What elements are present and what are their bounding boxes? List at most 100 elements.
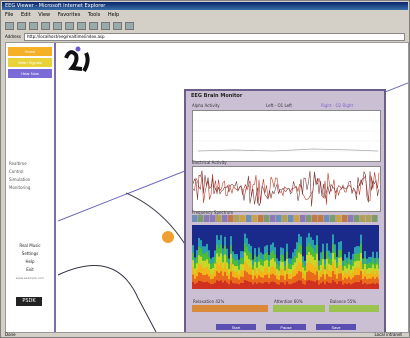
spectro-cell <box>294 282 296 289</box>
spectro-cell <box>336 278 338 284</box>
spectro-cell <box>340 273 342 282</box>
spectro-cell <box>230 262 232 272</box>
nav-hear-now-button[interactable]: Hear Now <box>8 69 52 78</box>
spectro-cell <box>216 271 218 281</box>
spectro-cell <box>308 242 310 253</box>
spectro-cell <box>248 273 250 282</box>
spectro-cell <box>284 279 286 285</box>
nav-link-control[interactable]: Control <box>9 169 24 174</box>
spectro-cell <box>354 261 356 269</box>
media-icon[interactable] <box>89 21 98 30</box>
spectro-cell <box>264 267 266 276</box>
nav-link-realtime[interactable]: Realtime <box>9 161 27 166</box>
menu-help[interactable]: Help <box>107 12 120 18</box>
nav-home-button[interactable]: Home <box>8 47 52 56</box>
mail-icon[interactable] <box>113 21 122 30</box>
pause-button[interactable]: Pause <box>266 324 306 330</box>
nav-link-settings[interactable]: Settings <box>21 251 39 256</box>
spectro-cell <box>234 259 236 267</box>
spectro-cell <box>338 241 340 251</box>
spectro-cell <box>342 279 344 285</box>
menu-favorites[interactable]: Favorites <box>57 12 81 18</box>
spectro-cell <box>336 272 338 279</box>
spectro-cell <box>272 250 274 259</box>
spectrogram <box>192 225 379 289</box>
nav-link-exit[interactable]: Exit <box>26 267 34 272</box>
save-button[interactable]: Save <box>316 324 356 330</box>
nav-link-help[interactable]: Help <box>25 259 35 264</box>
spectro-cell <box>250 260 252 268</box>
spectro-cell <box>342 260 344 266</box>
spectro-cell <box>246 246 248 256</box>
spectro-cell <box>206 243 208 252</box>
spectro-cell <box>378 258 379 264</box>
spectro-cell <box>352 283 354 289</box>
spectro-cell <box>212 262 214 268</box>
spectro-cell <box>290 273 292 280</box>
spectro-cell <box>362 258 364 264</box>
spectro-cell <box>280 282 282 289</box>
spectro-cell <box>262 254 264 261</box>
spectro-cell <box>262 277 264 284</box>
address-field[interactable]: http://localhost/eeg/realtime/index.asp <box>23 32 405 41</box>
print-icon[interactable] <box>125 21 134 30</box>
spectro-cell <box>264 260 266 268</box>
spectro-cell <box>278 274 280 280</box>
spectro-cell <box>194 257 196 264</box>
address-label: Address <box>5 34 21 39</box>
nav-link-real-music[interactable]: Real Music <box>19 243 41 248</box>
spectro-cell <box>304 265 306 271</box>
spectro-cell <box>374 283 376 289</box>
nav-link-monitoring[interactable]: Monitoring <box>9 185 31 190</box>
spectro-cell <box>236 259 238 267</box>
nav-brain-signals-button[interactable]: Brain Signals <box>8 58 52 67</box>
spectro-cell <box>332 279 334 289</box>
band-cell <box>288 215 294 222</box>
spectro-cell <box>374 257 376 264</box>
spectro-cell <box>222 275 224 283</box>
spectro-cell <box>320 276 322 284</box>
spectro-cell <box>238 274 240 280</box>
spectro-cell <box>206 273 208 282</box>
spectro-cell <box>342 274 344 280</box>
spectro-cell <box>226 255 228 263</box>
band-cell <box>318 215 324 222</box>
spectro-cell <box>312 264 314 273</box>
spectro-cell <box>196 276 198 283</box>
nav-link-simulation[interactable]: Simulation <box>9 177 31 182</box>
spectro-cell <box>206 266 208 275</box>
spectro-cell <box>240 263 242 271</box>
spectro-cell <box>210 263 212 270</box>
spectro-cell <box>272 257 274 267</box>
stop-icon[interactable] <box>29 21 38 30</box>
spectro-cell <box>324 284 326 289</box>
refresh-icon[interactable] <box>41 21 50 30</box>
history-icon[interactable] <box>101 21 110 30</box>
search-icon[interactable] <box>65 21 74 30</box>
home-icon[interactable] <box>53 21 62 30</box>
spectro-cell <box>298 270 300 281</box>
spectro-cell <box>326 258 328 267</box>
spectro-cell <box>248 251 250 260</box>
alpha-chart-svg <box>193 120 380 152</box>
spectro-cell <box>248 258 250 267</box>
spectro-cell <box>296 242 298 251</box>
menu-tools[interactable]: Tools <box>87 12 101 18</box>
menu-view[interactable]: View <box>38 12 51 18</box>
spectro-cell <box>318 260 320 266</box>
start-button[interactable]: Start <box>216 324 256 330</box>
menu-edit[interactable]: Edit <box>20 12 31 18</box>
favorites-icon[interactable] <box>77 21 86 30</box>
spectro-cell <box>354 268 356 276</box>
spectro-cell <box>256 272 258 279</box>
spectro-cell <box>194 273 196 279</box>
forward-icon[interactable] <box>17 21 26 30</box>
menu-file[interactable]: File <box>5 12 14 18</box>
spectro-cell <box>224 254 226 264</box>
spectro-cell <box>360 234 362 244</box>
spectro-cell <box>238 259 240 265</box>
spectro-cell <box>242 270 244 277</box>
nav-link-site[interactable]: www.example.com <box>15 276 45 280</box>
back-icon[interactable] <box>5 21 14 30</box>
spectro-cell <box>214 256 216 264</box>
